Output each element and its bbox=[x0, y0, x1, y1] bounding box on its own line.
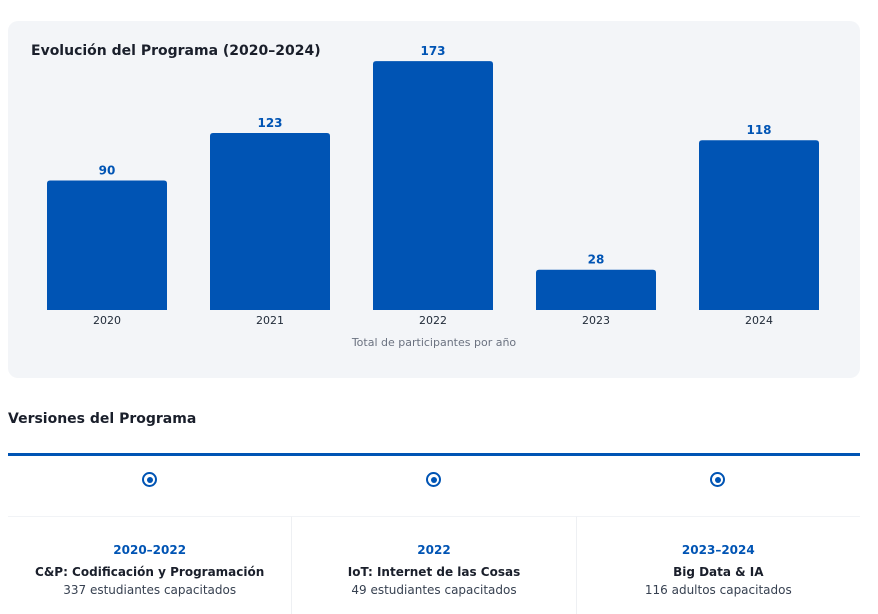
version-name: Big Data & IA bbox=[673, 565, 764, 579]
bar-value-label: 118 bbox=[746, 123, 771, 137]
bar-2024 bbox=[699, 140, 819, 310]
x-tick-label: 2023 bbox=[582, 314, 610, 327]
version-years: 2022 bbox=[417, 543, 451, 557]
chart-title: Evolución del Programa (2020–2024) bbox=[31, 43, 321, 59]
chart-caption: Total de participantes por año bbox=[351, 336, 517, 349]
version-name: IoT: Internet de las Cosas bbox=[347, 565, 521, 579]
version-years: 2023–2024 bbox=[681, 543, 755, 557]
bar-2022 bbox=[373, 61, 493, 311]
version-name: C&P: Codificación y Programación bbox=[35, 565, 265, 579]
x-tick-label: 2022 bbox=[419, 314, 447, 327]
bar-2023 bbox=[536, 269, 656, 310]
timeline-marker-icon bbox=[710, 472, 725, 487]
x-tick-label: 2021 bbox=[256, 314, 284, 327]
bar-value-label: 28 bbox=[588, 253, 605, 267]
bar-chart: 90 2020 123 2021 173 2022 28 2023 118 2024 bbox=[47, 44, 819, 327]
version-years: 2020–2022 bbox=[113, 543, 187, 557]
bar-2020 bbox=[47, 180, 167, 310]
x-tick-label: 2024 bbox=[745, 314, 773, 327]
bar-value-label: 123 bbox=[257, 116, 282, 130]
version-card: 2020–2022 C&P: Codificación y Programaci… bbox=[8, 516, 293, 614]
version-description: 116 adultos capacitados bbox=[644, 583, 792, 597]
chart-card: Evolución del Programa (2020–2024) 90 202… bbox=[8, 21, 860, 378]
bar-2021 bbox=[210, 133, 330, 310]
timeline-line bbox=[8, 453, 860, 456]
timeline-marker-icon bbox=[426, 472, 441, 487]
version-description: 49 estudiantes capacitados bbox=[351, 583, 517, 597]
x-tick-label: 2020 bbox=[93, 314, 121, 327]
versions-section-title: Versiones del Programa bbox=[8, 411, 197, 427]
version-description: 337 estudiantes capacitados bbox=[63, 583, 237, 597]
version-card: 2023–2024 Big Data & IA 116 adultos capa… bbox=[576, 516, 860, 614]
bar-value-label: 90 bbox=[99, 164, 116, 178]
timeline-marker-icon bbox=[142, 472, 157, 487]
versions-list: 2020–2022 C&P: Codificación y Programaci… bbox=[8, 516, 860, 614]
bar-value-label: 173 bbox=[420, 44, 445, 58]
version-card: 2022 IoT: Internet de las Cosas 49 estud… bbox=[292, 516, 577, 614]
